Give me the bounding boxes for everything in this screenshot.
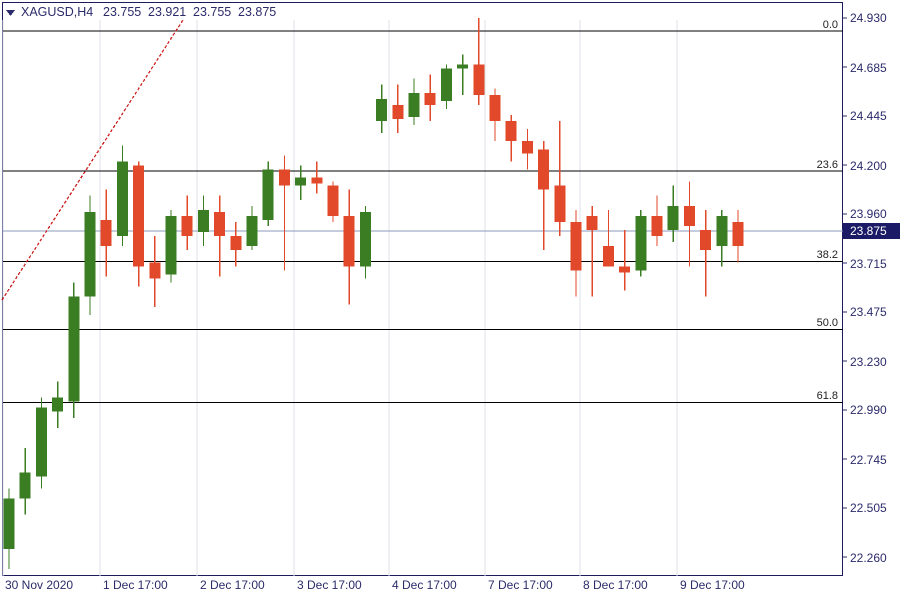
- svg-text:0.0: 0.0: [823, 19, 838, 31]
- svg-text:4 Dec 17:00: 4 Dec 17:00: [392, 578, 457, 592]
- svg-text:23.921: 23.921: [148, 5, 186, 19]
- svg-text:24.445: 24.445: [850, 109, 887, 123]
- svg-text:7 Dec 17:00: 7 Dec 17:00: [488, 578, 553, 592]
- svg-text:30 Nov 2020: 30 Nov 2020: [5, 578, 73, 592]
- svg-text:3 Dec 17:00: 3 Dec 17:00: [297, 578, 362, 592]
- svg-text:23.875: 23.875: [238, 5, 276, 19]
- svg-text:38.2: 38.2: [817, 249, 838, 261]
- svg-text:8 Dec 17:00: 8 Dec 17:00: [583, 578, 648, 592]
- svg-text:24.685: 24.685: [850, 61, 887, 75]
- svg-text:50.0: 50.0: [817, 317, 838, 329]
- svg-text:23.715: 23.715: [850, 257, 887, 271]
- svg-text:23.230: 23.230: [850, 355, 887, 369]
- svg-text:24.200: 24.200: [850, 159, 887, 173]
- svg-text:23.875: 23.875: [850, 224, 887, 238]
- svg-text:23.6: 23.6: [817, 159, 838, 171]
- svg-text:23.755: 23.755: [193, 5, 231, 19]
- svg-text:23.475: 23.475: [850, 305, 887, 319]
- svg-text:22.990: 22.990: [850, 403, 887, 417]
- svg-text:22.745: 22.745: [850, 453, 887, 467]
- svg-text:23.755: 23.755: [103, 5, 141, 19]
- svg-text:22.260: 22.260: [850, 551, 887, 565]
- svg-text:22.505: 22.505: [850, 501, 887, 515]
- svg-text:9 Dec 17:00: 9 Dec 17:00: [680, 578, 745, 592]
- svg-text:23.960: 23.960: [850, 207, 887, 221]
- svg-text:XAGUSD,H4: XAGUSD,H4: [21, 5, 93, 19]
- svg-text:2 Dec 17:00: 2 Dec 17:00: [200, 578, 265, 592]
- svg-text:24.930: 24.930: [850, 11, 887, 25]
- svg-text:1 Dec 17:00: 1 Dec 17:00: [103, 578, 168, 592]
- svg-text:61.8: 61.8: [817, 390, 838, 402]
